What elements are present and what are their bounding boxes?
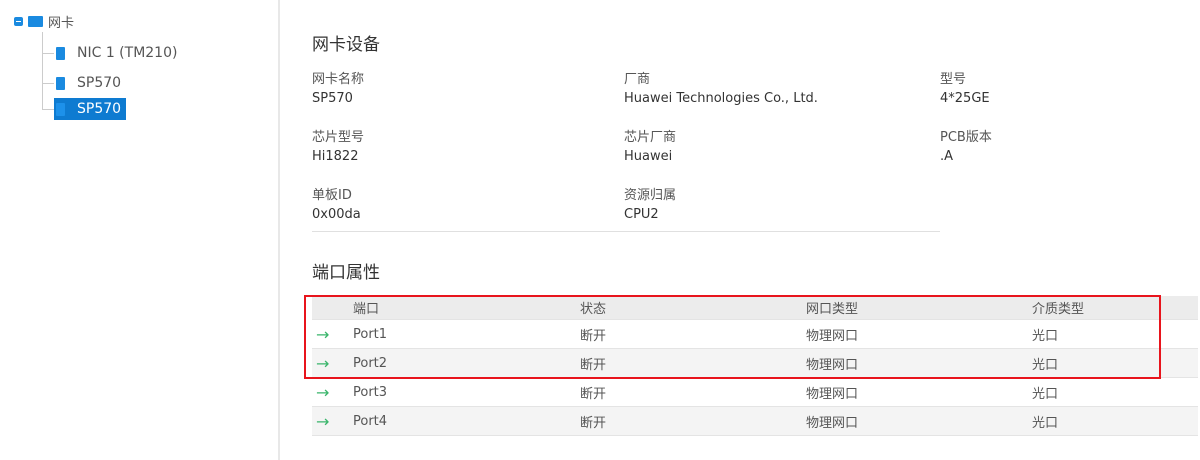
cell: Port2 [353,355,388,371]
field-label: 厂商 [624,72,651,87]
arrow-right-icon[interactable]: → [316,353,330,373]
field-value: SP570 [312,91,353,106]
cell: 断开 [580,328,607,344]
ports-title: 端口属性 [312,263,380,283]
field-label: 芯片型号 [312,130,365,145]
table-row[interactable]: → Port1 断开 物理网口 光口 [312,320,1198,349]
cell: Port1 [353,326,388,342]
field-label: 资源归属 [624,188,677,203]
tree-line [42,32,43,110]
highlight-box [304,295,1161,379]
tree-node-label: SP570 [77,75,122,91]
device-field: 厂商 Huawei Technologies Co., Ltd. [624,70,818,108]
card-icon [56,76,65,90]
tree-root[interactable]: 网卡 [14,12,74,31]
field-label: PCB版本 [940,130,992,145]
card-icon [56,46,65,60]
table-row[interactable]: → Port4 断开 物理网口 光口 [312,407,1198,436]
cell: 物理网口 [806,328,859,344]
device-field: PCB版本 .A [940,128,992,166]
cell: 光口 [1032,357,1059,373]
device-field: 芯片型号 Hi1822 [312,128,364,166]
ports-table: 端口 状态 网口类型 介质类型 → Port1 断开 物理网口 光口 → Port2 断开 物理… [312,296,1198,436]
device-title: 网卡设备 [312,35,380,55]
field-value: 4*25GE [940,91,990,106]
cell: 断开 [580,386,607,402]
device-field: 网卡名称 SP570 [312,70,364,108]
tree-root-label: 网卡 [48,16,75,31]
cell: 物理网口 [806,357,859,373]
collapse-icon[interactable] [14,17,23,26]
field-label: 芯片厂商 [624,130,677,145]
field-label: 网卡名称 [312,72,365,87]
cell: Port4 [353,413,388,429]
arrow-right-icon[interactable]: → [316,411,330,431]
field-value: .A [940,149,954,164]
cell: 光口 [1032,328,1059,344]
field-label: 单板ID [312,188,352,203]
header-port-type[interactable]: 网口类型 [806,302,859,317]
header-medium-type[interactable]: 介质类型 [1032,302,1085,317]
header-status[interactable]: 状态 [580,302,607,317]
tree-node[interactable]: SP570 [42,72,126,94]
cell: 断开 [580,415,607,431]
cell: 物理网口 [806,386,859,402]
device-field: 单板ID 0x00da [312,186,361,224]
field-value: CPU2 [624,207,659,222]
tree-node-label: SP570 [77,101,122,117]
arrow-right-icon[interactable]: → [316,382,330,402]
folder-icon [28,16,43,27]
cell: 断开 [580,357,607,373]
field-value: Huawei [624,149,673,164]
field-value: 0x00da [312,207,361,222]
device-field: 资源归属 CPU2 [624,186,676,224]
arrow-right-icon[interactable]: → [316,324,330,344]
device-field: 型号 4*25GE [940,70,990,108]
card-icon [56,102,65,116]
cell: 光口 [1032,386,1059,402]
table-row[interactable]: → Port2 断开 物理网口 光口 [312,349,1198,378]
tree-panel: 网卡 NIC 1 (TM210) SP570 SP570 [0,0,280,460]
cell: 光口 [1032,415,1059,431]
cell: Port3 [353,384,388,400]
table-header: 端口 状态 网口类型 介质类型 [312,296,1198,320]
tree-node-selected[interactable]: SP570 [42,98,127,120]
table-row[interactable]: → Port3 断开 物理网口 光口 [312,378,1198,407]
cell: 物理网口 [806,415,859,431]
header-port[interactable]: 端口 [353,302,380,317]
divider [312,231,940,232]
device-field: 芯片厂商 Huawei [624,128,676,166]
field-label: 型号 [940,72,967,87]
field-value: Hi1822 [312,149,359,164]
tree-node-label: NIC 1 (TM210) [77,45,178,61]
field-value: Huawei Technologies Co., Ltd. [624,91,818,106]
tree-node[interactable]: NIC 1 (TM210) [42,42,182,64]
